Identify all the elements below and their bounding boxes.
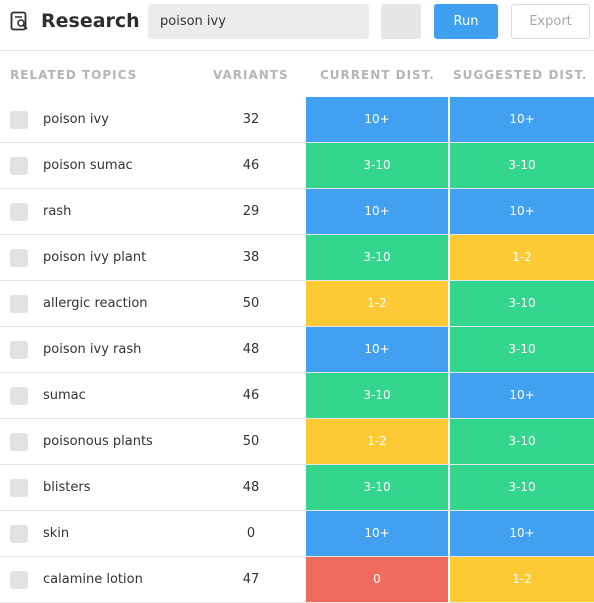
suggested-dist-cell: 1-2: [450, 235, 594, 280]
row-checkbox[interactable]: [10, 433, 28, 451]
research-logo-icon: [10, 11, 28, 31]
current-dist-cell: 10+: [306, 97, 448, 142]
suggested-dist-cell: 3-10: [450, 327, 594, 372]
row-checkbox[interactable]: [10, 341, 28, 359]
run-button[interactable]: Run: [434, 4, 498, 39]
topic-label: poison ivy rash: [43, 342, 142, 357]
variants-count: 48: [242, 342, 260, 357]
column-header-variants[interactable]: VARIANTS: [213, 68, 289, 82]
column-header-current-dist[interactable]: CURRENT DIST.: [320, 68, 435, 82]
current-dist-cell: 1-2: [306, 419, 448, 464]
variants-count: 0: [246, 526, 256, 541]
search-input[interactable]: [148, 4, 369, 39]
table-row: poison ivy rash 48 10+ 3-10: [0, 327, 594, 373]
topic-label: poison ivy plant: [43, 250, 147, 265]
suggested-dist-cell: 10+: [450, 97, 594, 142]
current-dist-cell: 10+: [306, 189, 448, 234]
current-dist-cell: 0: [306, 557, 448, 602]
options-button[interactable]: [381, 4, 421, 39]
current-dist-cell: 1-2: [306, 281, 448, 326]
variants-count: 32: [242, 112, 260, 127]
table-row: calamine lotion 47 0 1-2: [0, 557, 594, 603]
suggested-dist-cell: 10+: [450, 189, 594, 234]
variants-count: 48: [242, 480, 260, 495]
table-row: blisters 48 3-10 3-10: [0, 465, 594, 511]
topic-label: poisonous plants: [43, 434, 153, 449]
topic-label: skin: [43, 526, 70, 541]
suggested-dist-cell: 10+: [450, 511, 594, 556]
variants-count: 46: [242, 158, 260, 173]
column-header-suggested-dist[interactable]: SUGGESTED DIST.: [453, 68, 588, 82]
topic-label: poison ivy: [43, 112, 109, 127]
suggested-dist-cell: 3-10: [450, 465, 594, 510]
row-checkbox[interactable]: [10, 249, 28, 267]
page-title: Research: [41, 10, 140, 32]
current-dist-cell: 10+: [306, 327, 448, 372]
variants-count: 29: [242, 204, 260, 219]
current-dist-cell: 10+: [306, 511, 448, 556]
variants-count: 47: [242, 572, 260, 587]
table-row: poison sumac 46 3-10 3-10: [0, 143, 594, 189]
table-row: poisonous plants 50 1-2 3-10: [0, 419, 594, 465]
topic-label: calamine lotion: [43, 572, 143, 587]
table-row: rash 29 10+ 10+: [0, 189, 594, 235]
row-checkbox[interactable]: [10, 203, 28, 221]
row-checkbox[interactable]: [10, 479, 28, 497]
topic-label: poison sumac: [43, 158, 133, 173]
table-row: allergic reaction 50 1-2 3-10: [0, 281, 594, 327]
current-dist-cell: 3-10: [306, 373, 448, 418]
suggested-dist-cell: 1-2: [450, 557, 594, 602]
topic-label: allergic reaction: [43, 296, 148, 311]
suggested-dist-cell: 3-10: [450, 143, 594, 188]
table-row: poison ivy plant 38 3-10 1-2: [0, 235, 594, 281]
current-dist-cell: 3-10: [306, 143, 448, 188]
table-row: sumac 46 3-10 10+: [0, 373, 594, 419]
table-row: poison ivy 32 10+ 10+: [0, 97, 594, 143]
variants-count: 46: [242, 388, 260, 403]
row-checkbox[interactable]: [10, 525, 28, 543]
row-checkbox[interactable]: [10, 111, 28, 129]
table-row: skin 0 10+ 10+: [0, 511, 594, 557]
row-checkbox[interactable]: [10, 571, 28, 589]
toolbar: Research Run Export: [0, 0, 594, 50]
table-header: RELATED TOPICS VARIANTS CURRENT DIST. SU…: [0, 50, 594, 97]
row-checkbox[interactable]: [10, 157, 28, 175]
current-dist-cell: 3-10: [306, 465, 448, 510]
topic-label: rash: [43, 204, 72, 219]
suggested-dist-cell: 10+: [450, 373, 594, 418]
row-checkbox[interactable]: [10, 295, 28, 313]
column-header-related-topics[interactable]: RELATED TOPICS: [10, 68, 138, 82]
topic-label: sumac: [43, 388, 86, 403]
suggested-dist-cell: 3-10: [450, 419, 594, 464]
row-checkbox[interactable]: [10, 387, 28, 405]
variants-count: 50: [242, 434, 260, 449]
variants-count: 38: [242, 250, 260, 265]
topic-label: blisters: [43, 480, 91, 495]
export-button[interactable]: Export: [511, 4, 590, 39]
variants-count: 50: [242, 296, 260, 311]
suggested-dist-cell: 3-10: [450, 281, 594, 326]
current-dist-cell: 3-10: [306, 235, 448, 280]
